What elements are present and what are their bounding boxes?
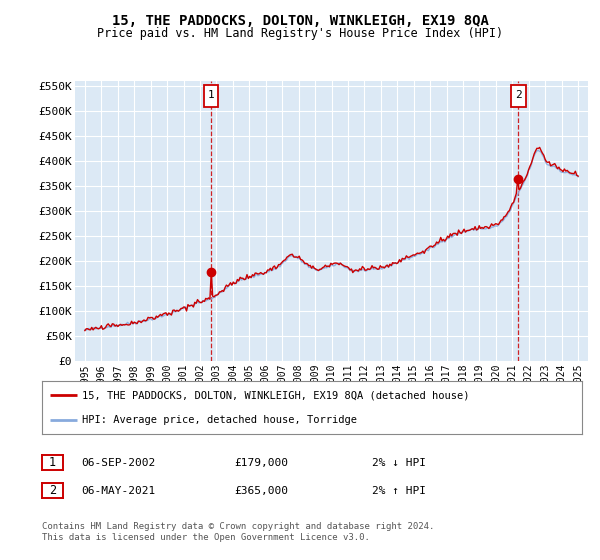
Text: Price paid vs. HM Land Registry's House Price Index (HPI): Price paid vs. HM Land Registry's House … <box>97 27 503 40</box>
Text: 1: 1 <box>208 90 214 100</box>
Text: This data is licensed under the Open Government Licence v3.0.: This data is licensed under the Open Gov… <box>42 533 370 542</box>
Text: 2: 2 <box>49 484 56 497</box>
Text: 2% ↑ HPI: 2% ↑ HPI <box>372 486 426 496</box>
Text: 06-SEP-2002: 06-SEP-2002 <box>81 458 155 468</box>
Text: Contains HM Land Registry data © Crown copyright and database right 2024.: Contains HM Land Registry data © Crown c… <box>42 522 434 531</box>
Text: 2% ↓ HPI: 2% ↓ HPI <box>372 458 426 468</box>
Text: 1: 1 <box>49 456 56 469</box>
Text: £179,000: £179,000 <box>234 458 288 468</box>
Text: 06-MAY-2021: 06-MAY-2021 <box>81 486 155 496</box>
FancyBboxPatch shape <box>203 85 218 107</box>
Text: HPI: Average price, detached house, Torridge: HPI: Average price, detached house, Torr… <box>83 414 358 424</box>
Text: £365,000: £365,000 <box>234 486 288 496</box>
Text: 15, THE PADDOCKS, DOLTON, WINKLEIGH, EX19 8QA (detached house): 15, THE PADDOCKS, DOLTON, WINKLEIGH, EX1… <box>83 390 470 400</box>
FancyBboxPatch shape <box>511 85 526 107</box>
Text: 2: 2 <box>515 90 521 100</box>
Text: 15, THE PADDOCKS, DOLTON, WINKLEIGH, EX19 8QA: 15, THE PADDOCKS, DOLTON, WINKLEIGH, EX1… <box>112 14 488 28</box>
